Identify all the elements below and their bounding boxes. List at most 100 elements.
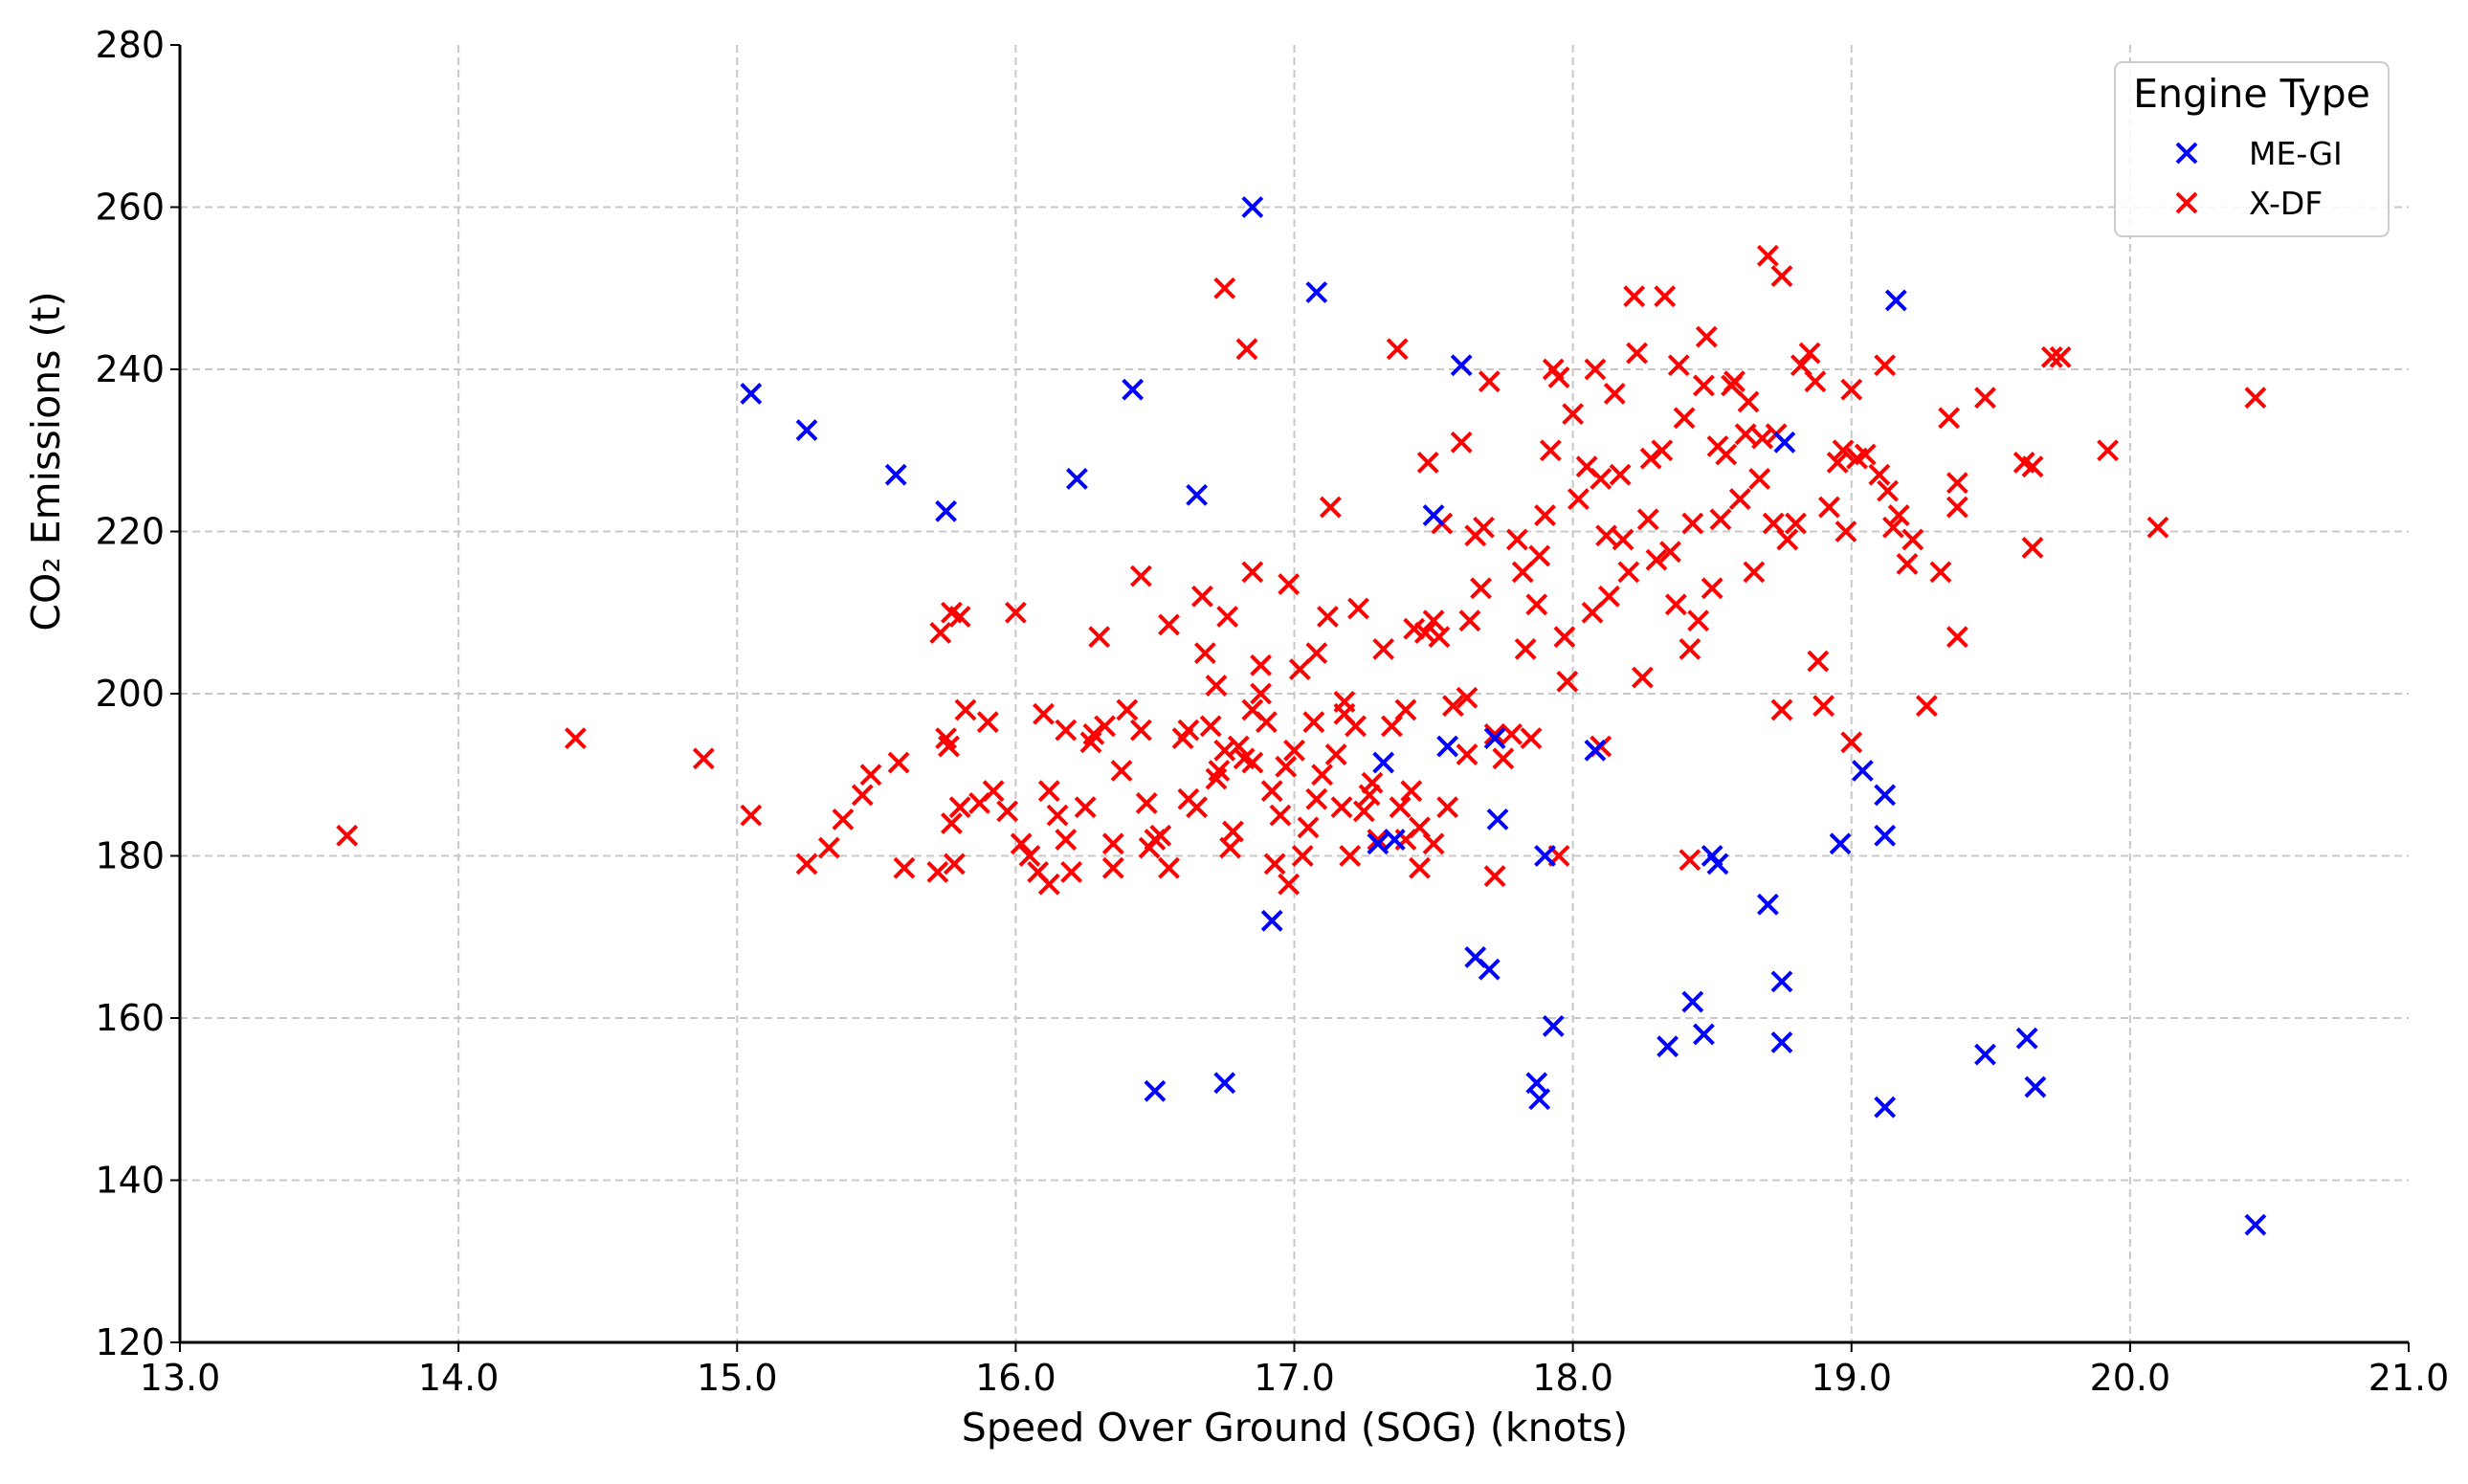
data-point-x-df xyxy=(2021,537,2044,559)
data-point-x-df xyxy=(1595,524,1617,547)
marker-stroke xyxy=(1177,719,1200,742)
marker-stroke xyxy=(1590,467,1612,490)
data-point-x-df xyxy=(1528,544,1551,567)
data-point-x-df xyxy=(1263,853,1286,875)
data-point-x-df xyxy=(740,804,763,827)
marker-stroke xyxy=(996,800,1019,823)
data-point-x-df xyxy=(1514,637,1537,660)
y-tick-label: 240 xyxy=(95,348,165,390)
data-point-x-df xyxy=(1129,719,1152,742)
marker-stroke xyxy=(1324,743,1347,765)
marker-stroke xyxy=(1840,731,1863,754)
marker-stroke xyxy=(1302,711,1325,734)
marker-stroke xyxy=(2244,387,2267,410)
data-point-x-df xyxy=(1235,338,1258,361)
data-point-me-gi xyxy=(2244,1213,2267,1236)
data-point-x-df xyxy=(1055,719,1078,742)
data-point-x-df xyxy=(1840,378,1863,401)
data-point-me-gi xyxy=(1770,970,1793,993)
marker-stroke xyxy=(1556,670,1579,693)
data-point-x-df xyxy=(1241,751,1264,774)
data-point-x-df xyxy=(1250,653,1272,676)
data-point-x-df xyxy=(1915,695,1938,718)
marker-stroke xyxy=(1679,849,1701,872)
marker-stroke xyxy=(2097,439,2119,462)
data-point-x-df xyxy=(1751,427,1774,450)
y-axis-title: CO₂ Emissions (t) xyxy=(23,291,69,631)
data-point-me-gi xyxy=(740,383,763,405)
marker-stroke xyxy=(1770,698,1793,721)
marker-stroke xyxy=(1829,832,1852,855)
marker-stroke xyxy=(1483,722,1506,745)
marker-stroke xyxy=(1235,338,1258,361)
marker-stroke xyxy=(935,727,958,750)
marker-stroke xyxy=(1101,856,1124,879)
marker-stroke xyxy=(795,853,818,875)
marker-stroke xyxy=(1478,958,1501,981)
marker-stroke xyxy=(1511,561,1534,584)
marker-stroke xyxy=(740,383,763,405)
data-point-x-df xyxy=(1603,383,1626,405)
marker-stroke xyxy=(1681,512,1704,535)
data-point-x-df xyxy=(1737,390,1760,413)
x-tick-label: 16.0 xyxy=(975,1357,1056,1399)
data-point-x-df xyxy=(1347,597,1369,620)
marker-stroke xyxy=(1568,488,1590,511)
data-point-x-df xyxy=(1687,609,1710,632)
data-point-x-df xyxy=(1330,796,1353,819)
marker-stroke xyxy=(1055,829,1078,851)
marker-stroke xyxy=(1756,244,1779,267)
marker-stroke xyxy=(1305,787,1328,810)
data-point-x-df xyxy=(1483,722,1506,745)
marker-stroke xyxy=(1547,366,1570,388)
data-point-x-df xyxy=(996,800,1019,823)
data-point-x-df xyxy=(1590,467,1612,490)
data-point-me-gi xyxy=(1186,483,1209,506)
data-point-x-df xyxy=(893,856,916,879)
data-point-x-df xyxy=(795,853,818,875)
marker-stroke xyxy=(1584,358,1607,381)
marker-stroke xyxy=(1129,565,1152,587)
marker-stroke xyxy=(1834,521,1857,543)
marker-stroke xyxy=(1851,760,1874,782)
marker-stroke xyxy=(1501,722,1523,745)
marker-stroke xyxy=(1636,508,1659,531)
marker-stroke xyxy=(1974,387,1996,410)
marker-stroke xyxy=(1804,370,1827,393)
data-point-x-df xyxy=(1709,508,1732,531)
data-point-x-df xyxy=(1305,642,1328,665)
y-tick-label: 280 xyxy=(95,24,165,66)
data-point-x-df xyxy=(1882,516,1904,539)
marker-stroke xyxy=(1129,719,1152,742)
marker-stroke xyxy=(1528,1088,1551,1111)
data-point-x-df xyxy=(1832,439,1855,462)
data-point-x-df xyxy=(1505,528,1528,551)
marker-stroke xyxy=(1269,804,1292,827)
marker-stroke xyxy=(893,856,916,879)
data-point-x-df xyxy=(1631,666,1654,689)
data-point-x-df xyxy=(1679,849,1701,872)
marker-stroke xyxy=(1812,695,1835,718)
marker-stroke xyxy=(1361,771,1384,794)
marker-stroke xyxy=(1785,512,1807,535)
data-point-x-df xyxy=(1456,686,1479,709)
marker-stroke xyxy=(1901,528,1924,551)
data-point-x-df xyxy=(1116,698,1139,721)
data-point-me-gi xyxy=(1383,829,1406,851)
marker-stroke xyxy=(1208,760,1231,782)
data-point-x-df xyxy=(1191,585,1213,608)
marker-stroke xyxy=(1679,637,1701,660)
marker-stroke xyxy=(1010,832,1033,855)
marker-stroke xyxy=(1074,796,1097,819)
data-point-x-df xyxy=(1478,370,1501,393)
marker-stroke xyxy=(1877,479,1900,502)
data-point-x-df xyxy=(948,606,971,628)
data-point-x-df xyxy=(1636,508,1659,531)
marker-stroke xyxy=(1233,747,1256,770)
marker-stroke xyxy=(1667,354,1690,377)
data-point-me-gi xyxy=(795,419,818,441)
marker-stroke xyxy=(943,853,966,875)
data-point-me-gi xyxy=(1486,808,1509,831)
marker-stroke xyxy=(1553,626,1576,649)
